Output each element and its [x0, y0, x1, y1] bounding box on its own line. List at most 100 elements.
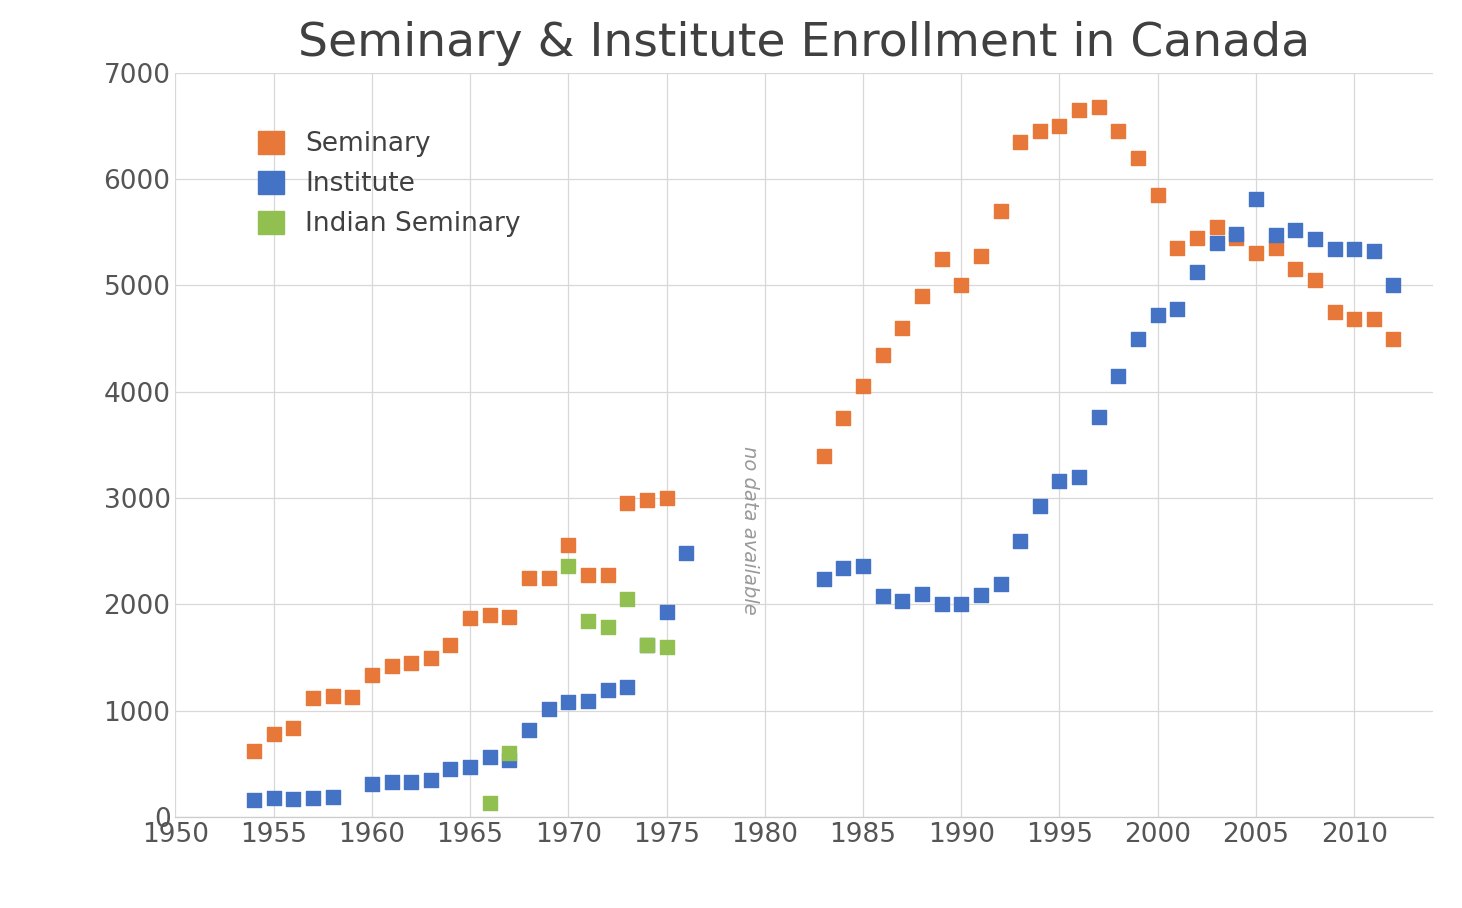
Seminary: [301, 691, 325, 706]
Seminary: [537, 570, 560, 585]
Seminary: [380, 659, 404, 674]
Seminary: [1303, 272, 1326, 287]
Seminary: [282, 721, 306, 735]
Institute: [1225, 227, 1249, 242]
Seminary: [988, 203, 1012, 218]
Institute: [322, 790, 345, 804]
Seminary: [1088, 99, 1111, 114]
Seminary: [1342, 312, 1366, 327]
Seminary: [1225, 231, 1249, 245]
Seminary: [322, 688, 345, 703]
Institute: [832, 561, 855, 576]
Institute: [360, 777, 383, 792]
Institute: [301, 790, 325, 804]
Indian Seminary: [478, 796, 501, 811]
Institute: [1067, 469, 1091, 484]
Indian Seminary: [576, 614, 599, 628]
Institute: [282, 791, 306, 806]
Seminary: [616, 496, 639, 510]
Seminary: [478, 607, 501, 622]
Institute: [1284, 222, 1307, 237]
Institute: [655, 605, 678, 619]
Seminary: [439, 637, 462, 652]
Indian Seminary: [616, 592, 639, 607]
Institute: [616, 680, 639, 695]
Seminary: [576, 568, 599, 582]
Institute: [1205, 235, 1228, 250]
Seminary: [832, 411, 855, 426]
Institute: [1323, 242, 1347, 256]
Institute: [969, 587, 993, 602]
Seminary: [360, 667, 383, 682]
Institute: [1107, 369, 1130, 383]
Seminary: [1186, 231, 1209, 245]
Seminary: [1363, 312, 1386, 327]
Institute: [439, 762, 462, 776]
Seminary: [518, 570, 541, 585]
Seminary: [1244, 246, 1268, 261]
Institute: [1126, 331, 1149, 346]
Institute: [1165, 301, 1189, 316]
Institute: [1265, 228, 1288, 242]
Institute: [557, 695, 580, 709]
Seminary: [1146, 188, 1170, 202]
Seminary: [949, 278, 972, 292]
Institute: [811, 572, 835, 587]
Institute: [497, 753, 520, 767]
Seminary: [1048, 119, 1072, 133]
Seminary: [635, 493, 658, 508]
Institute: [674, 546, 697, 560]
Text: no data available: no data available: [740, 446, 759, 615]
Institute: [518, 723, 541, 737]
Institute: [262, 791, 285, 805]
Title: Seminary & Institute Enrollment in Canada: Seminary & Institute Enrollment in Canad…: [298, 21, 1310, 66]
Seminary: [969, 248, 993, 262]
Institute: [243, 793, 266, 807]
Seminary: [1009, 134, 1032, 149]
Institute: [930, 597, 953, 612]
Institute: [420, 773, 443, 787]
Legend: Seminary, Institute, Indian Seminary: Seminary, Institute, Indian Seminary: [257, 131, 520, 237]
Institute: [1303, 232, 1326, 246]
Seminary: [1028, 123, 1051, 138]
Institute: [478, 749, 501, 764]
Seminary: [930, 252, 953, 266]
Institute: [1146, 308, 1170, 322]
Institute: [1088, 410, 1111, 425]
Institute: [596, 682, 620, 696]
Institute: [1363, 244, 1386, 259]
Seminary: [655, 491, 678, 506]
Institute: [1048, 474, 1072, 489]
Seminary: [911, 289, 934, 303]
Seminary: [497, 610, 520, 625]
Institute: [576, 694, 599, 708]
Institute: [1342, 242, 1366, 256]
Seminary: [890, 321, 914, 335]
Seminary: [851, 380, 874, 394]
Institute: [380, 775, 404, 789]
Seminary: [459, 611, 482, 626]
Institute: [1009, 533, 1032, 548]
Institute: [459, 760, 482, 775]
Seminary: [1067, 103, 1091, 117]
Seminary: [1107, 123, 1130, 138]
Indian Seminary: [596, 619, 620, 634]
Institute: [1382, 278, 1405, 292]
Institute: [1244, 192, 1268, 206]
Seminary: [1265, 241, 1288, 255]
Institute: [635, 637, 658, 652]
Seminary: [1323, 305, 1347, 320]
Institute: [399, 775, 423, 789]
Seminary: [1382, 331, 1405, 346]
Seminary: [341, 690, 364, 705]
Institute: [537, 702, 560, 716]
Seminary: [871, 347, 895, 361]
Seminary: [557, 538, 580, 552]
Seminary: [243, 744, 266, 758]
Institute: [949, 597, 972, 612]
Institute: [890, 594, 914, 608]
Seminary: [1205, 220, 1228, 234]
Institute: [871, 588, 895, 603]
Seminary: [1126, 151, 1149, 165]
Seminary: [811, 449, 835, 463]
